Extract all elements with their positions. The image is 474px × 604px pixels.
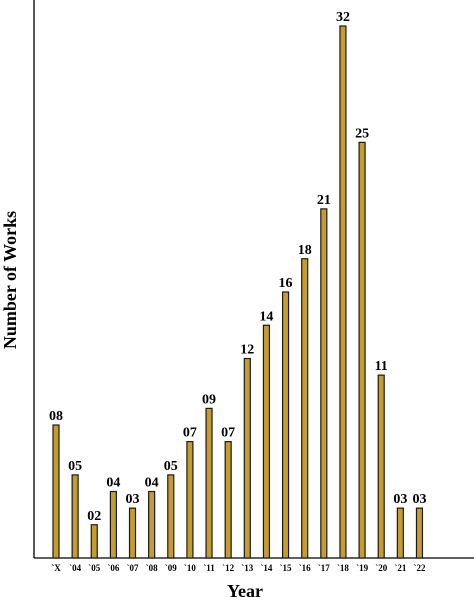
x-axis-title: Year (227, 581, 263, 601)
x-tick-label-18: `21 (394, 563, 406, 573)
x-tick-label-2: `05 (88, 563, 100, 573)
value-label-8: 09 (202, 392, 216, 407)
x-tick-label-4: `07 (127, 563, 139, 573)
bar-5 (148, 490, 156, 559)
x-tick-label-14: `17 (318, 563, 330, 573)
value-label-4: 03 (126, 492, 140, 507)
value-label-5: 04 (145, 476, 159, 491)
bar-7 (186, 441, 194, 559)
bar-17 (377, 374, 385, 559)
value-label-16: 25 (355, 126, 369, 141)
value-label-0: 08 (49, 409, 63, 424)
value-label-15: 32 (336, 10, 350, 25)
value-label-10: 12 (240, 343, 254, 358)
value-label-1: 05 (68, 459, 82, 474)
x-tick-label-1: `04 (69, 563, 81, 573)
bar-11 (262, 324, 271, 559)
x-tick-label-16: `19 (356, 563, 368, 573)
x-tick-label-7: `10 (184, 563, 196, 573)
bar-1 (71, 474, 79, 559)
value-label-19: 03 (412, 492, 426, 507)
bar-0 (52, 424, 60, 559)
value-label-11: 14 (259, 309, 273, 324)
x-tick-label-15: `18 (337, 563, 349, 573)
bar-3 (109, 490, 117, 559)
bar-13 (301, 258, 309, 559)
bar-10 (243, 357, 251, 559)
x-tick-label-10: `13 (241, 563, 253, 573)
x-tick-label-11: `14 (260, 563, 272, 573)
bar-12 (281, 291, 290, 559)
value-label-12: 16 (279, 276, 293, 291)
x-tick-label-19: `22 (413, 563, 425, 573)
bar-4 (128, 507, 137, 559)
y-axis-title: Number of Works (0, 211, 20, 349)
value-label-6: 05 (164, 459, 178, 474)
value-label-7: 07 (183, 426, 197, 441)
value-label-18: 03 (393, 492, 407, 507)
bar-2 (90, 524, 98, 559)
value-label-13: 18 (298, 243, 312, 258)
value-label-17: 11 (375, 359, 388, 374)
x-tick-label-6: `09 (165, 563, 177, 573)
x-tick-label-17: `20 (375, 563, 387, 573)
axes (33, 0, 474, 559)
bar-6 (167, 474, 175, 559)
value-label-9: 07 (221, 426, 235, 441)
x-tick-label-13: `16 (299, 563, 311, 573)
x-tick-labels-group: `X `04 `05 `06 `07 `08 `09 `10 `11 `12 `13 `14 `15 `1… (51, 563, 426, 573)
bar-9 (224, 441, 232, 559)
x-tick-label-0: `X (51, 563, 61, 573)
bar-18 (396, 507, 404, 559)
bar-16 (358, 141, 366, 559)
bars-group (52, 25, 424, 559)
x-tick-label-8: `11 (203, 563, 215, 573)
x-tick-label-12: `15 (280, 563, 292, 573)
x-tick-label-5: `08 (146, 563, 158, 573)
bar-8 (205, 407, 213, 559)
x-tick-label-9: `12 (222, 563, 234, 573)
bar-15 (339, 25, 347, 559)
value-label-3: 04 (106, 476, 120, 491)
value-label-2: 02 (87, 509, 101, 524)
bar-19 (415, 507, 424, 559)
value-labels-group: 08 05 02 04 03 04 05 07 09 07 12 14 16 18 21 32 25 11 03 03 (49, 10, 426, 524)
value-label-14: 21 (317, 193, 331, 208)
x-tick-label-3: `06 (107, 563, 119, 573)
bar-14 (320, 208, 328, 559)
